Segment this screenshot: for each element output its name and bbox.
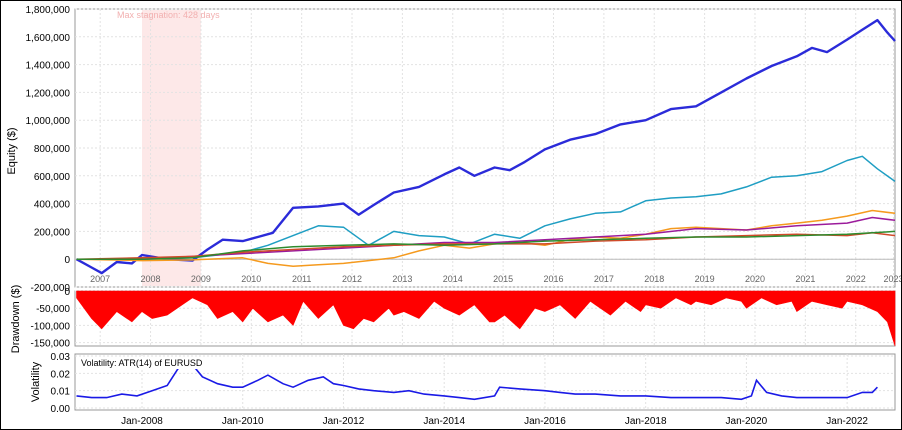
equity-series-lines (75, 18, 896, 275)
volatility-x-tick-label: Jan-2012 (323, 416, 365, 427)
volatility-y-tick-label: 0.01 (51, 387, 71, 398)
equity-series-line-4 (76, 216, 896, 260)
volatility-x-tick-label: Jan-2010 (222, 416, 264, 427)
volatility-y-tick-label: 0.03 (51, 352, 71, 363)
equity-year-label: 2023 (883, 274, 901, 284)
equity-year-label: 2020 (745, 274, 765, 284)
volatility-x-ticks: Jan-2008 Jan-2010 Jan-2012 Jan-2014 Jan-2016… (121, 416, 868, 427)
equity-year-label: 2017 (594, 274, 614, 284)
drawdown-y-tick-label: -100,000 (31, 321, 71, 332)
volatility-legend-label: Volatility: ATR(14) of EURUSD (81, 358, 203, 368)
drawdown-panel: 0 -50,000 -100,000 -150,000 Drawdown ($) (10, 285, 896, 353)
equity-y-tick-label: 1,000,000 (26, 116, 71, 127)
equity-y-tick-label: -200,000 (31, 283, 71, 294)
equity-year-label: 2016 (543, 274, 563, 284)
drawdown-area (76, 290, 896, 347)
equity-year-label: 2012 (342, 274, 362, 284)
drawdown-y-tick-label: -50,000 (36, 304, 70, 315)
equity-y-tick-label: 600,000 (34, 172, 71, 183)
equity-year-label: 2010 (241, 274, 261, 284)
equity-year-label: 2022 (846, 274, 866, 284)
equity-y-tick-label: 0 (64, 255, 70, 266)
volatility-panel: 0.03 0.02 0.01 0.00 Jan-2008 Jan-2010 Jan-201… (30, 352, 896, 427)
equity-y-tick-label: 200,000 (34, 227, 71, 238)
equity-year-label: 2007 (90, 274, 110, 284)
equity-series-line-1 (75, 18, 896, 275)
equity-year-label: 2008 (141, 274, 161, 284)
equity-y-tick-label: 1,200,000 (26, 88, 71, 99)
equity-series-line-6 (76, 230, 896, 260)
volatility-x-tick-label: Jan-2014 (423, 416, 465, 427)
volatility-x-tick-label: Jan-2022 (826, 416, 868, 427)
volatility-legend-box (79, 357, 201, 369)
drawdown-y-ticks: 0 -50,000 -100,000 -150,000 (31, 287, 71, 350)
equity-year-label: 2013 (392, 274, 412, 284)
volatility-x-tick-label: Jan-2020 (726, 416, 768, 427)
equity-year-labels: 2007 2008 2009 2010 2011 2012 2013 2014 2015 2016… (90, 274, 901, 284)
drawdown-y-tick-label: 0 (64, 287, 70, 298)
equity-axis-title: Equity ($) (6, 127, 18, 174)
equity-year-label: 2021 (795, 274, 815, 284)
drawdown-y-tick-label: -150,000 (31, 339, 71, 350)
equity-year-label: 2014 (443, 274, 463, 284)
equity-series-line-2 (76, 155, 896, 260)
equity-y-tick-label: 1,400,000 (26, 61, 71, 72)
volatility-axis-title: Volatility (30, 361, 42, 402)
equity-y-tick-label: 400,000 (34, 200, 71, 211)
equity-series-line-5 (76, 232, 896, 260)
volatility-x-tick-label: Jan-2008 (121, 416, 163, 427)
equity-y-tick-label: 800,000 (34, 144, 71, 155)
volatility-x-tick-label: Jan-2016 (524, 416, 566, 427)
equity-y-tick-label: 1,600,000 (26, 33, 71, 44)
equity-y-ticks: 1,800,000 1,600,000 1,400,000 1,200,000 1,00… (26, 5, 71, 294)
volatility-grid (75, 354, 895, 410)
stagnation-note: Max stagnation: 428 days (117, 10, 220, 20)
equity-year-label: 2019 (695, 274, 715, 284)
equity-panel: 1,800,000 1,600,000 1,400,000 1,200,000 1,00… (6, 5, 901, 294)
equity-year-label: 2009 (191, 274, 211, 284)
drawdown-axis-title: Drawdown ($) (10, 285, 22, 353)
volatility-y-ticks: 0.03 0.02 0.01 0.00 (51, 352, 71, 415)
volatility-y-tick-label: 0.00 (51, 404, 71, 415)
equity-year-label: 2015 (493, 274, 513, 284)
equity-year-label: 2011 (292, 274, 311, 284)
equity-y-tick-label: 1,800,000 (26, 5, 71, 16)
equity-year-label: 2018 (644, 274, 664, 284)
volatility-y-tick-label: 0.02 (51, 369, 71, 380)
volatility-x-tick-label: Jan-2018 (625, 416, 667, 427)
